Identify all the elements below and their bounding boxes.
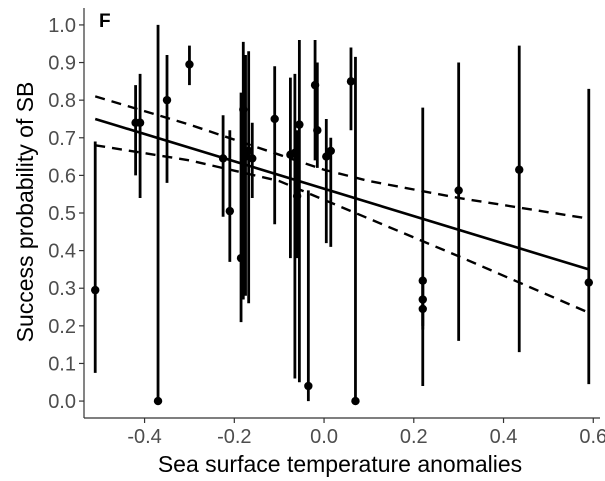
fit-line <box>94 117 590 271</box>
data-point-0 <box>91 285 100 295</box>
x-tick-label: -0.2 <box>217 426 251 448</box>
data-point-16 <box>292 191 302 201</box>
x-axis-ticks: -0.4 -0.2 0.0 0.2 0.4 0.6 <box>127 418 605 448</box>
x-tick-label: 0.2 <box>400 426 428 448</box>
data-point-29 <box>515 165 524 174</box>
y-tick-label: 0.3 <box>48 278 76 300</box>
data-point-6 <box>218 154 228 163</box>
panel-label: F <box>99 11 111 32</box>
data-point-21 <box>322 152 331 161</box>
x-tick-label: 0.4 <box>490 426 518 448</box>
data-point-28 <box>454 186 463 195</box>
data-point-30 <box>584 278 593 287</box>
axes <box>83 8 600 419</box>
x-tick-label: -0.4 <box>127 426 161 448</box>
data-point-13 <box>270 114 279 124</box>
data-point-11 <box>244 146 253 156</box>
confidence-band-lower <box>95 144 590 314</box>
y-tick-label: 1.0 <box>48 15 76 37</box>
data-point-27 <box>418 304 427 314</box>
y-tick-label: 0.1 <box>48 353 76 375</box>
data-point-18 <box>304 381 313 391</box>
y-axis-title: Success probability of SB <box>12 82 38 343</box>
y-tick-label: 0.2 <box>48 316 76 338</box>
y-axis-ticks: 0.0 0.1 0.2 0.3 0.4 0.5 0.6 0.7 0.8 0.9 1.0 <box>48 15 84 413</box>
data-point-4 <box>153 396 163 406</box>
data-point-24 <box>351 396 360 406</box>
data-point-9 <box>239 105 248 114</box>
data-point-25 <box>418 276 427 285</box>
y-tick-label: 0.7 <box>48 128 76 150</box>
data-point-3 <box>162 95 172 105</box>
confidence-band <box>94 95 590 314</box>
data-point-26 <box>418 295 427 304</box>
data-point-5 <box>185 60 194 69</box>
y-tick-label: 0.0 <box>48 391 76 413</box>
data-point-15 <box>290 148 300 158</box>
data-point-22 <box>326 146 335 156</box>
y-tick-label: 0.9 <box>48 53 76 75</box>
x-tick-label: 0.6 <box>579 426 605 448</box>
data-point-20 <box>313 126 322 135</box>
data-point-8 <box>236 253 246 263</box>
data-point-23 <box>346 77 356 86</box>
y-tick-label: 0.5 <box>48 203 76 225</box>
error-bars <box>93 24 591 402</box>
x-tick-label: 0.0 <box>310 426 338 448</box>
y-tick-label: 0.4 <box>48 241 76 263</box>
data-point-7 <box>225 206 235 216</box>
fit-line-group <box>94 117 590 271</box>
data-points <box>91 60 593 406</box>
data-point-2 <box>135 118 145 127</box>
data-point-17 <box>295 120 304 129</box>
x-axis-title: Sea surface temperature anomalies <box>158 451 522 477</box>
y-tick-label: 0.8 <box>48 90 76 112</box>
data-point-19 <box>310 80 320 90</box>
data-point-12 <box>248 154 257 163</box>
y-tick-label: 0.6 <box>48 165 76 187</box>
